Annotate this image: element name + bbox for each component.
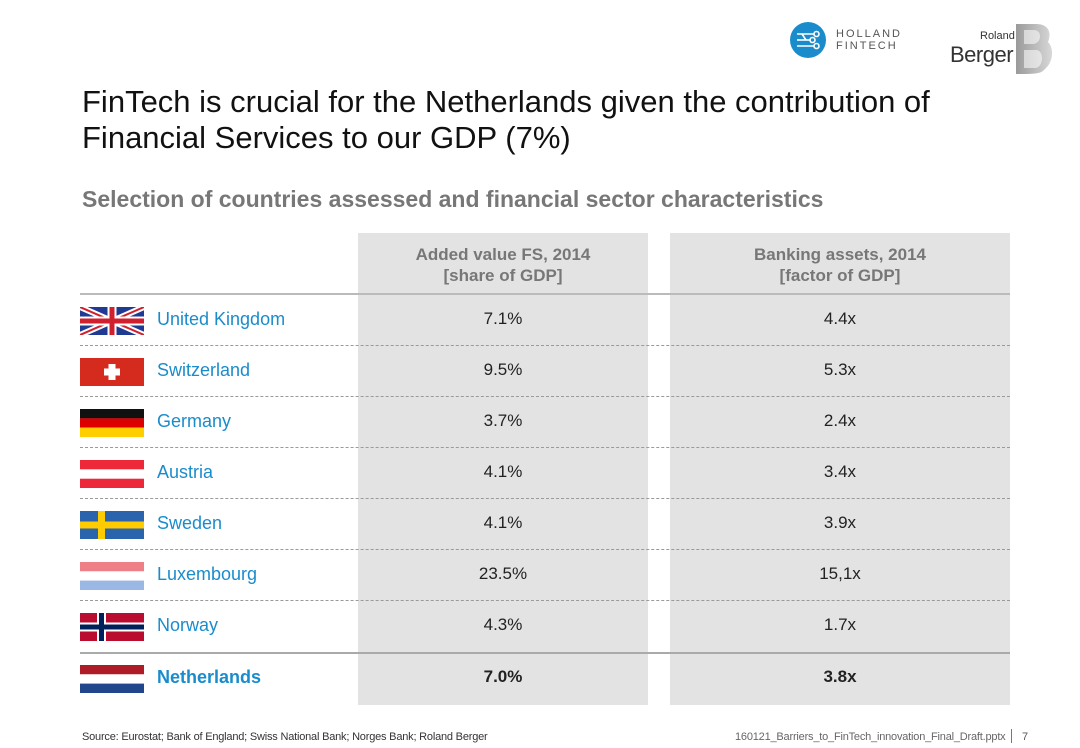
country-name: Netherlands — [157, 667, 262, 687]
roland-berger-top-text: Roland — [980, 30, 1015, 42]
added-value-header-line2: [share of GDP] — [443, 266, 563, 285]
banking-assets-cell: 1.7x — [823, 615, 857, 634]
holland-fintech-line1: HOLLAND — [836, 28, 902, 40]
row-divider-solid — [80, 652, 1010, 654]
banking-assets-header-line1: Banking assets, 2014 — [754, 245, 926, 264]
netherlands-flag-icon — [80, 665, 144, 693]
page-title: FinTech is crucial for the Netherlands g… — [82, 84, 930, 155]
added-value-cell: 3.7% — [483, 411, 523, 430]
table-row: Sweden 4.1% 3.9x — [80, 499, 1010, 550]
banking-assets-cell: 2.4x — [823, 411, 857, 430]
source-note: Source: Eurostat; Bank of England; Swiss… — [82, 731, 488, 743]
banking-assets-cell: 5.3x — [823, 360, 857, 379]
luxembourg-flag-icon — [80, 562, 144, 590]
row-divider — [80, 498, 1010, 499]
banking-assets-header: Banking assets, 2014 [factor of GDP] — [670, 244, 1010, 286]
footer-divider — [1011, 729, 1012, 743]
germany-flag-icon — [80, 409, 144, 437]
added-value-column-bg — [358, 233, 648, 705]
added-value-cell: 4.1% — [483, 462, 523, 481]
country-name: Germany — [157, 411, 232, 431]
table-row: Norway 4.3% 1.7x — [80, 601, 1010, 652]
holland-fintech-circuit-icon — [790, 22, 826, 58]
row-divider — [80, 447, 1010, 448]
banking-assets-cell: 4.4x — [823, 309, 857, 328]
roland-berger-main-text: Berger — [950, 42, 1014, 67]
sweden-flag-icon — [80, 511, 144, 539]
roland-berger-b-icon — [1016, 24, 1053, 74]
uk-flag-icon — [80, 307, 144, 335]
holland-fintech-wordmark: HOLLAND FINTECH — [836, 28, 902, 52]
row-divider — [80, 345, 1010, 346]
row-divider — [80, 549, 1010, 550]
norway-flag-icon — [80, 613, 144, 641]
table-row: Austria 4.1% 3.4x — [80, 448, 1010, 499]
banking-assets-cell: 15,1x — [819, 564, 861, 583]
table-row: Germany 3.7% 2.4x — [80, 397, 1010, 448]
switzerland-flag-icon — [80, 358, 144, 386]
banking-assets-cell: 3.8x — [823, 667, 857, 686]
austria-flag-icon — [80, 460, 144, 488]
banking-assets-header-line2: [factor of GDP] — [779, 266, 901, 285]
table-row-highlight: Netherlands 7.0% 3.8x — [80, 653, 1010, 704]
file-name: 160121_Barriers_to_FinTech_innovation_Fi… — [735, 731, 1006, 743]
banking-assets-cell: 3.4x — [823, 462, 857, 481]
banking-assets-column-bg — [670, 233, 1010, 705]
country-name: Luxembourg — [157, 564, 258, 584]
added-value-header: Added value FS, 2014 [share of GDP] — [358, 244, 648, 286]
holland-fintech-logo: HOLLAND FINTECH — [790, 22, 910, 62]
country-name: Switzerland — [157, 360, 251, 380]
added-value-cell: 7.1% — [483, 309, 523, 328]
page-number: 7 — [1022, 731, 1029, 743]
country-name: Sweden — [157, 513, 223, 533]
row-divider — [80, 396, 1010, 397]
page-subtitle: Selection of countries assessed and fina… — [82, 186, 824, 212]
added-value-cell: 23.5% — [478, 564, 528, 583]
added-value-cell: 9.5% — [483, 360, 523, 379]
country-name: Norway — [157, 615, 219, 635]
table-header-divider — [80, 293, 1010, 295]
country-name: United Kingdom — [157, 309, 286, 329]
country-name: Austria — [157, 462, 214, 482]
row-divider — [80, 600, 1010, 601]
banking-assets-cell: 3.9x — [823, 513, 857, 532]
added-value-cell: 4.1% — [483, 513, 523, 532]
added-value-cell: 7.0% — [483, 667, 523, 686]
table-row: Luxembourg 23.5% 15,1x — [80, 550, 1010, 601]
holland-fintech-line2: FINTECH — [836, 40, 898, 52]
added-value-header-line1: Added value FS, 2014 — [415, 245, 591, 264]
table-row: Switzerland 9.5% 5.3x — [80, 346, 1010, 397]
roland-berger-logo: Roland Berger — [948, 22, 1058, 76]
added-value-cell: 4.3% — [483, 615, 523, 634]
table-row: United Kingdom 7.1% 4.4x — [80, 295, 1010, 346]
